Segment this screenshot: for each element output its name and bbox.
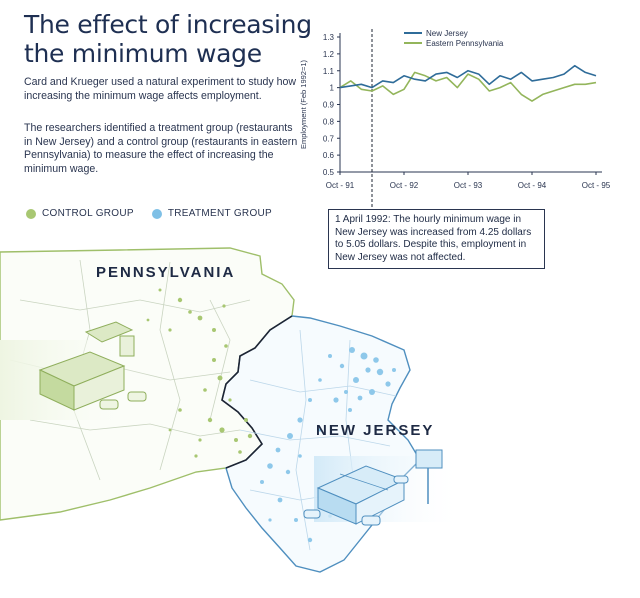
- control-dots: [146, 288, 253, 458]
- treatment-group-label: TREATMENT GROUP: [167, 208, 273, 219]
- series-line-new-jersey: [339, 64, 597, 89]
- legend-label: New Jersey: [426, 29, 468, 38]
- state-border: [221, 315, 293, 469]
- y-tick-label: 1.3: [323, 33, 335, 42]
- y-tick-label: 0.6: [323, 151, 335, 160]
- page-title: The effect of increasing the minimum wag…: [24, 10, 324, 68]
- title-line-1: The effect of increasing: [24, 10, 312, 39]
- new-jersey-restaurant-icon: [303, 449, 464, 526]
- treatment-dots: [260, 347, 396, 543]
- pennsylvania-restaurant-icon: [0, 321, 160, 420]
- groups-paragraph: The researchers identified a treatment g…: [24, 122, 298, 175]
- y-tick-label: 1.2: [323, 50, 335, 59]
- x-tick-label: Oct - 92: [390, 181, 419, 190]
- minimum-wage-annotation: 1 April 1992: The hourly minimum wage in…: [328, 209, 545, 270]
- treatment-group-legend: TREATMENT GROUP: [151, 208, 273, 219]
- control-group-legend: CONTROL GROUP: [26, 208, 134, 219]
- control-dot-icon: [26, 208, 36, 219]
- y-tick-label: 0.9: [323, 101, 335, 110]
- y-tick-label: 0.7: [323, 134, 335, 143]
- y-tick-label: 1.1: [323, 67, 335, 76]
- x-tick-label: Oct - 91: [326, 181, 355, 190]
- x-tick-label: Oct - 94: [518, 181, 547, 190]
- x-tick-label: Oct - 93: [454, 181, 483, 190]
- intro-paragraph: Card and Krueger used a natural experime…: [24, 76, 297, 102]
- y-tick-label: 0.5: [323, 168, 335, 177]
- new-jersey-label: NEW JERSEY: [316, 422, 435, 439]
- legend-label: Eastern Pennsylvania: [426, 39, 504, 48]
- x-tick-label: Oct - 95: [582, 181, 611, 190]
- series-line-eastern-pennsylvania: [339, 71, 597, 102]
- y-tick-label: 1: [330, 84, 335, 93]
- treatment-dot-icon: [151, 208, 162, 219]
- control-group-label: CONTROL GROUP: [42, 208, 134, 219]
- group-legend: CONTROL GROUP TREATMENT GROUP: [26, 208, 272, 219]
- y-tick-label: 0.8: [323, 117, 335, 126]
- title-line-2: the minimum wage: [24, 39, 262, 68]
- pennsylvania-label: PENNSYLVANIA: [96, 264, 236, 281]
- y-axis-label: Employment (Feb 1992=1): [299, 60, 308, 150]
